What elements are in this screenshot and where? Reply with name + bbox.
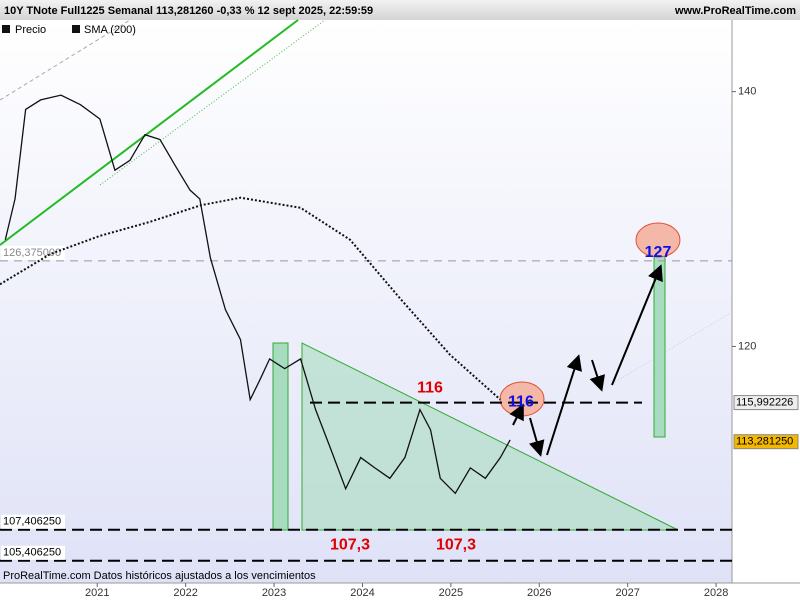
legend-swatch	[72, 25, 80, 33]
x-tick-label: 2023	[262, 587, 286, 599]
level-label-box	[733, 434, 799, 450]
level-label-box	[1, 245, 65, 260]
level-label-box	[733, 395, 799, 411]
sma-line	[0, 196, 502, 401]
annotation: 127	[645, 244, 672, 261]
target-box	[653, 255, 666, 438]
price-line	[4, 94, 511, 495]
arrow	[589, 359, 605, 392]
arrow	[611, 264, 663, 386]
target-box	[272, 342, 289, 531]
x-tick-label: 2027	[615, 587, 639, 599]
x-tick-label: 2028	[704, 587, 728, 599]
arrow	[546, 354, 582, 456]
level-label-box	[1, 545, 65, 560]
highlight-circle	[635, 222, 681, 258]
level-label: 113,281250	[736, 436, 793, 448]
x-tick-label: 2022	[173, 587, 197, 599]
arrow	[509, 403, 524, 426]
footer: ProRealTime.com Datos históricos ajustad…	[3, 570, 316, 582]
source: www.ProRealTime.com	[674, 5, 796, 17]
header-bar	[0, 0, 800, 20]
legend-label: SMA (200)	[84, 24, 136, 36]
level-label: 115,992226	[736, 397, 793, 409]
legend-label: Precio	[15, 24, 46, 36]
y-tick-label: 140	[738, 86, 756, 98]
x-tick-label: 2025	[439, 587, 463, 599]
annotation: 116	[417, 380, 443, 397]
arrows	[509, 264, 663, 457]
legend-swatch	[2, 25, 10, 33]
x-tick-label: 2021	[85, 587, 109, 599]
x-tick-label: 2026	[527, 587, 551, 599]
channel-line	[0, 19, 131, 101]
level-label-box	[1, 514, 65, 529]
x-tick-label: 2024	[350, 587, 374, 599]
y-tick-label: 120	[738, 340, 756, 352]
annotation: 107,3	[436, 537, 476, 554]
level-label: 105,406250	[3, 547, 61, 559]
annotation: 107,3	[330, 537, 370, 554]
chart-title: 10Y TNote Full1225 Semanal 113,281260 -0…	[4, 5, 373, 17]
level-label: 107,406250	[3, 516, 61, 528]
annotation: 116	[508, 394, 534, 411]
level-label: 126,375000	[3, 247, 61, 259]
channel-line	[0, 19, 299, 246]
arrow	[529, 417, 545, 457]
